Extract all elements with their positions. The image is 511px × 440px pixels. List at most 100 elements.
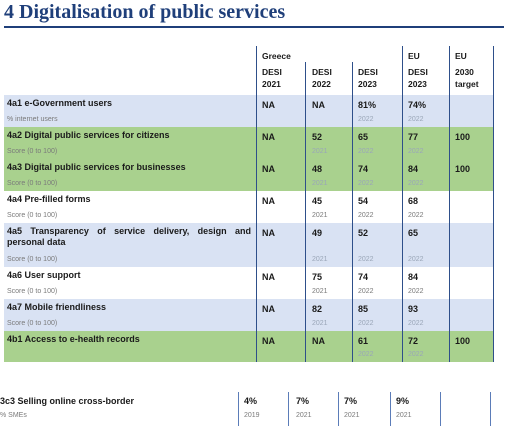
row-indicator-label: 4a6 User support: [7, 270, 81, 280]
row-value-v2021: NA: [262, 100, 275, 110]
bottom-col-divider: [238, 392, 239, 426]
row-value-eu2023: 93: [408, 304, 419, 314]
row-value-v2021: NA: [262, 272, 275, 282]
row-year-y2023: 2022: [358, 288, 374, 295]
col-divider: [449, 46, 450, 362]
row-value-v2022: 75: [312, 272, 323, 282]
bottom-value-4: 9%: [396, 396, 410, 406]
row-value-target: 100: [455, 164, 471, 174]
row-value-eu2023: 72: [408, 336, 419, 346]
bottom-col-divider: [288, 392, 289, 426]
row-unit-label: Score (0 to 100): [7, 256, 58, 263]
row-value-v2021: NA: [262, 336, 275, 346]
row-value-eu2023: 68: [408, 196, 419, 206]
bottom-row-unit: % SMEs: [0, 412, 27, 419]
table-row: [4, 223, 493, 267]
row-indicator-label: 4b1 Access to e-health records: [7, 334, 140, 344]
row-value-v2023: 81%: [358, 100, 377, 110]
row-unit-label: Score (0 to 100): [7, 148, 58, 155]
row-year-y2023: 2022: [358, 320, 374, 327]
bottom-year-3: 2021: [344, 412, 360, 419]
row-indicator-label: 4a5 Transparency of service delivery, de…: [7, 226, 251, 247]
bottom-row: [0, 392, 493, 426]
header-greece: Greece: [262, 51, 291, 61]
row-value-v2022: 52: [312, 132, 323, 142]
row-year-yeu: 2022: [408, 320, 424, 327]
row-year-yeu: 2022: [408, 180, 424, 187]
bottom-col-divider: [338, 392, 339, 426]
row-value-v2023: 52: [358, 228, 369, 238]
row-value-v2023: 54: [358, 196, 369, 206]
table-row: [4, 299, 493, 331]
bottom-col-divider: [390, 392, 391, 426]
header-col-2021-l2: 2021: [262, 79, 281, 89]
bottom-year-1: 2019: [244, 412, 260, 419]
row-indicator-label: 4a7 Mobile friendliness: [7, 302, 107, 312]
row-value-v2021: NA: [262, 132, 275, 142]
row-value-eu2023: 77: [408, 132, 419, 142]
row-year-y2023: 2022: [358, 256, 374, 263]
bottom-col-divider: [440, 392, 441, 426]
table-row: [4, 191, 493, 223]
row-value-target: 100: [455, 336, 471, 346]
header-eu-target: EU: [455, 51, 467, 61]
bottom-col-divider: [490, 392, 491, 426]
row-year-yeu: 2022: [408, 256, 424, 263]
row-unit-label: Score (0 to 100): [7, 212, 58, 219]
col-divider: [402, 46, 403, 362]
row-value-v2022: NA: [312, 100, 325, 110]
row-unit-label: Score (0 to 100): [7, 180, 58, 187]
header-col-2022-l2: 2022: [312, 79, 331, 89]
bottom-year-2: 2021: [296, 412, 312, 419]
row-unit-label: Score (0 to 100): [7, 320, 58, 327]
row-value-v2022: 82: [312, 304, 323, 314]
row-value-v2022: NA: [312, 336, 325, 346]
row-value-v2022: 49: [312, 228, 323, 238]
row-indicator-label: 4a4 Pre-filled forms: [7, 194, 91, 204]
row-indicator-label: 4a1 e-Government users: [7, 98, 113, 108]
bottom-value-1: 4%: [244, 396, 258, 406]
title-underline: [4, 26, 504, 28]
row-value-v2021: NA: [262, 164, 275, 174]
header-col-2022-l1: DESI: [312, 67, 332, 77]
header-col-eu2023-l1: DESI: [408, 67, 428, 77]
row-value-v2023: 65: [358, 132, 369, 142]
table-row: [4, 95, 493, 127]
row-year-yeu: 2022: [408, 351, 424, 358]
row-value-eu2023: 74%: [408, 100, 427, 110]
row-value-v2021: NA: [262, 304, 275, 314]
bottom-value-2: 7%: [296, 396, 310, 406]
row-year-y2022: 2021: [312, 288, 328, 295]
row-year-y2023: 2022: [358, 116, 374, 123]
row-unit-label: % internet users: [7, 116, 58, 123]
row-year-y2022: 2021: [312, 256, 328, 263]
col-divider: [256, 46, 257, 362]
section-title: 4 Digitalisation of public services: [4, 1, 286, 23]
row-year-y2022: 2021: [312, 180, 328, 187]
header-col-2023-l2: 2023: [358, 79, 377, 89]
table-row: [4, 331, 493, 362]
bottom-year-4: 2021: [396, 412, 412, 419]
row-year-y2022: 2021: [312, 320, 328, 327]
row-year-y2023: 2022: [358, 148, 374, 155]
row-year-y2023: 2022: [358, 351, 374, 358]
row-value-eu2023: 84: [408, 164, 419, 174]
row-value-eu2023: 84: [408, 272, 419, 282]
row-year-yeu: 2022: [408, 148, 424, 155]
header-col-target-l2: target: [455, 79, 479, 89]
table-row: [4, 159, 493, 191]
header-col-2021-l1: DESI: [262, 67, 282, 77]
row-year-y2022: 2021: [312, 212, 328, 219]
row-year-yeu: 2022: [408, 288, 424, 295]
row-year-yeu: 2022: [408, 212, 424, 219]
row-value-eu2023: 65: [408, 228, 419, 238]
header-col-target-l1: 2030: [455, 67, 474, 77]
row-value-v2023: 74: [358, 272, 369, 282]
table-row: [4, 267, 493, 299]
row-value-v2021: NA: [262, 196, 275, 206]
row-year-yeu: 2022: [408, 116, 424, 123]
row-unit-label: Score (0 to 100): [7, 288, 58, 295]
table-row: [4, 127, 493, 159]
row-year-y2023: 2022: [358, 212, 374, 219]
row-indicator-label: 4a2 Digital public services for citizens: [7, 130, 170, 140]
